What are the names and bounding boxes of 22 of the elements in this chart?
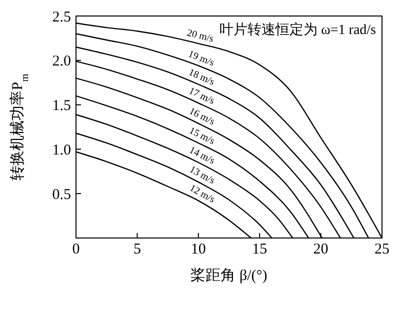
text: 20 m/s bbox=[186, 28, 215, 45]
text: 19 m/s bbox=[186, 48, 216, 69]
text: 16 m/s bbox=[187, 106, 216, 128]
x-axis-title: 桨距角 β/(°) bbox=[190, 267, 268, 284]
text: 18 m/s bbox=[186, 67, 216, 88]
x-tick-label: 15 bbox=[252, 242, 268, 258]
y-tick-label: 0.5 bbox=[52, 186, 71, 203]
text: 12 m/s bbox=[188, 182, 217, 206]
text: 17 m/s bbox=[187, 86, 216, 107]
text: 14 m/s bbox=[187, 144, 216, 167]
y-tick-label: 2.5 bbox=[52, 9, 71, 26]
x-tick-label: 10 bbox=[190, 242, 206, 258]
y-tick-label: 1.5 bbox=[52, 98, 71, 114]
text: 15 m/s bbox=[187, 125, 216, 148]
x-tick-label: 5 bbox=[133, 242, 141, 258]
y-tick-label: 2.0 bbox=[52, 54, 71, 70]
y-tick-label: 1.0 bbox=[52, 142, 71, 159]
annotation: 叶片转速恒定为 ω=1 rad/s bbox=[220, 22, 376, 38]
x-tick-label: 25 bbox=[374, 242, 390, 258]
x-tick-label: 20 bbox=[313, 242, 328, 258]
line-series bbox=[76, 95, 310, 238]
x-tick-label: 0 bbox=[72, 242, 80, 258]
